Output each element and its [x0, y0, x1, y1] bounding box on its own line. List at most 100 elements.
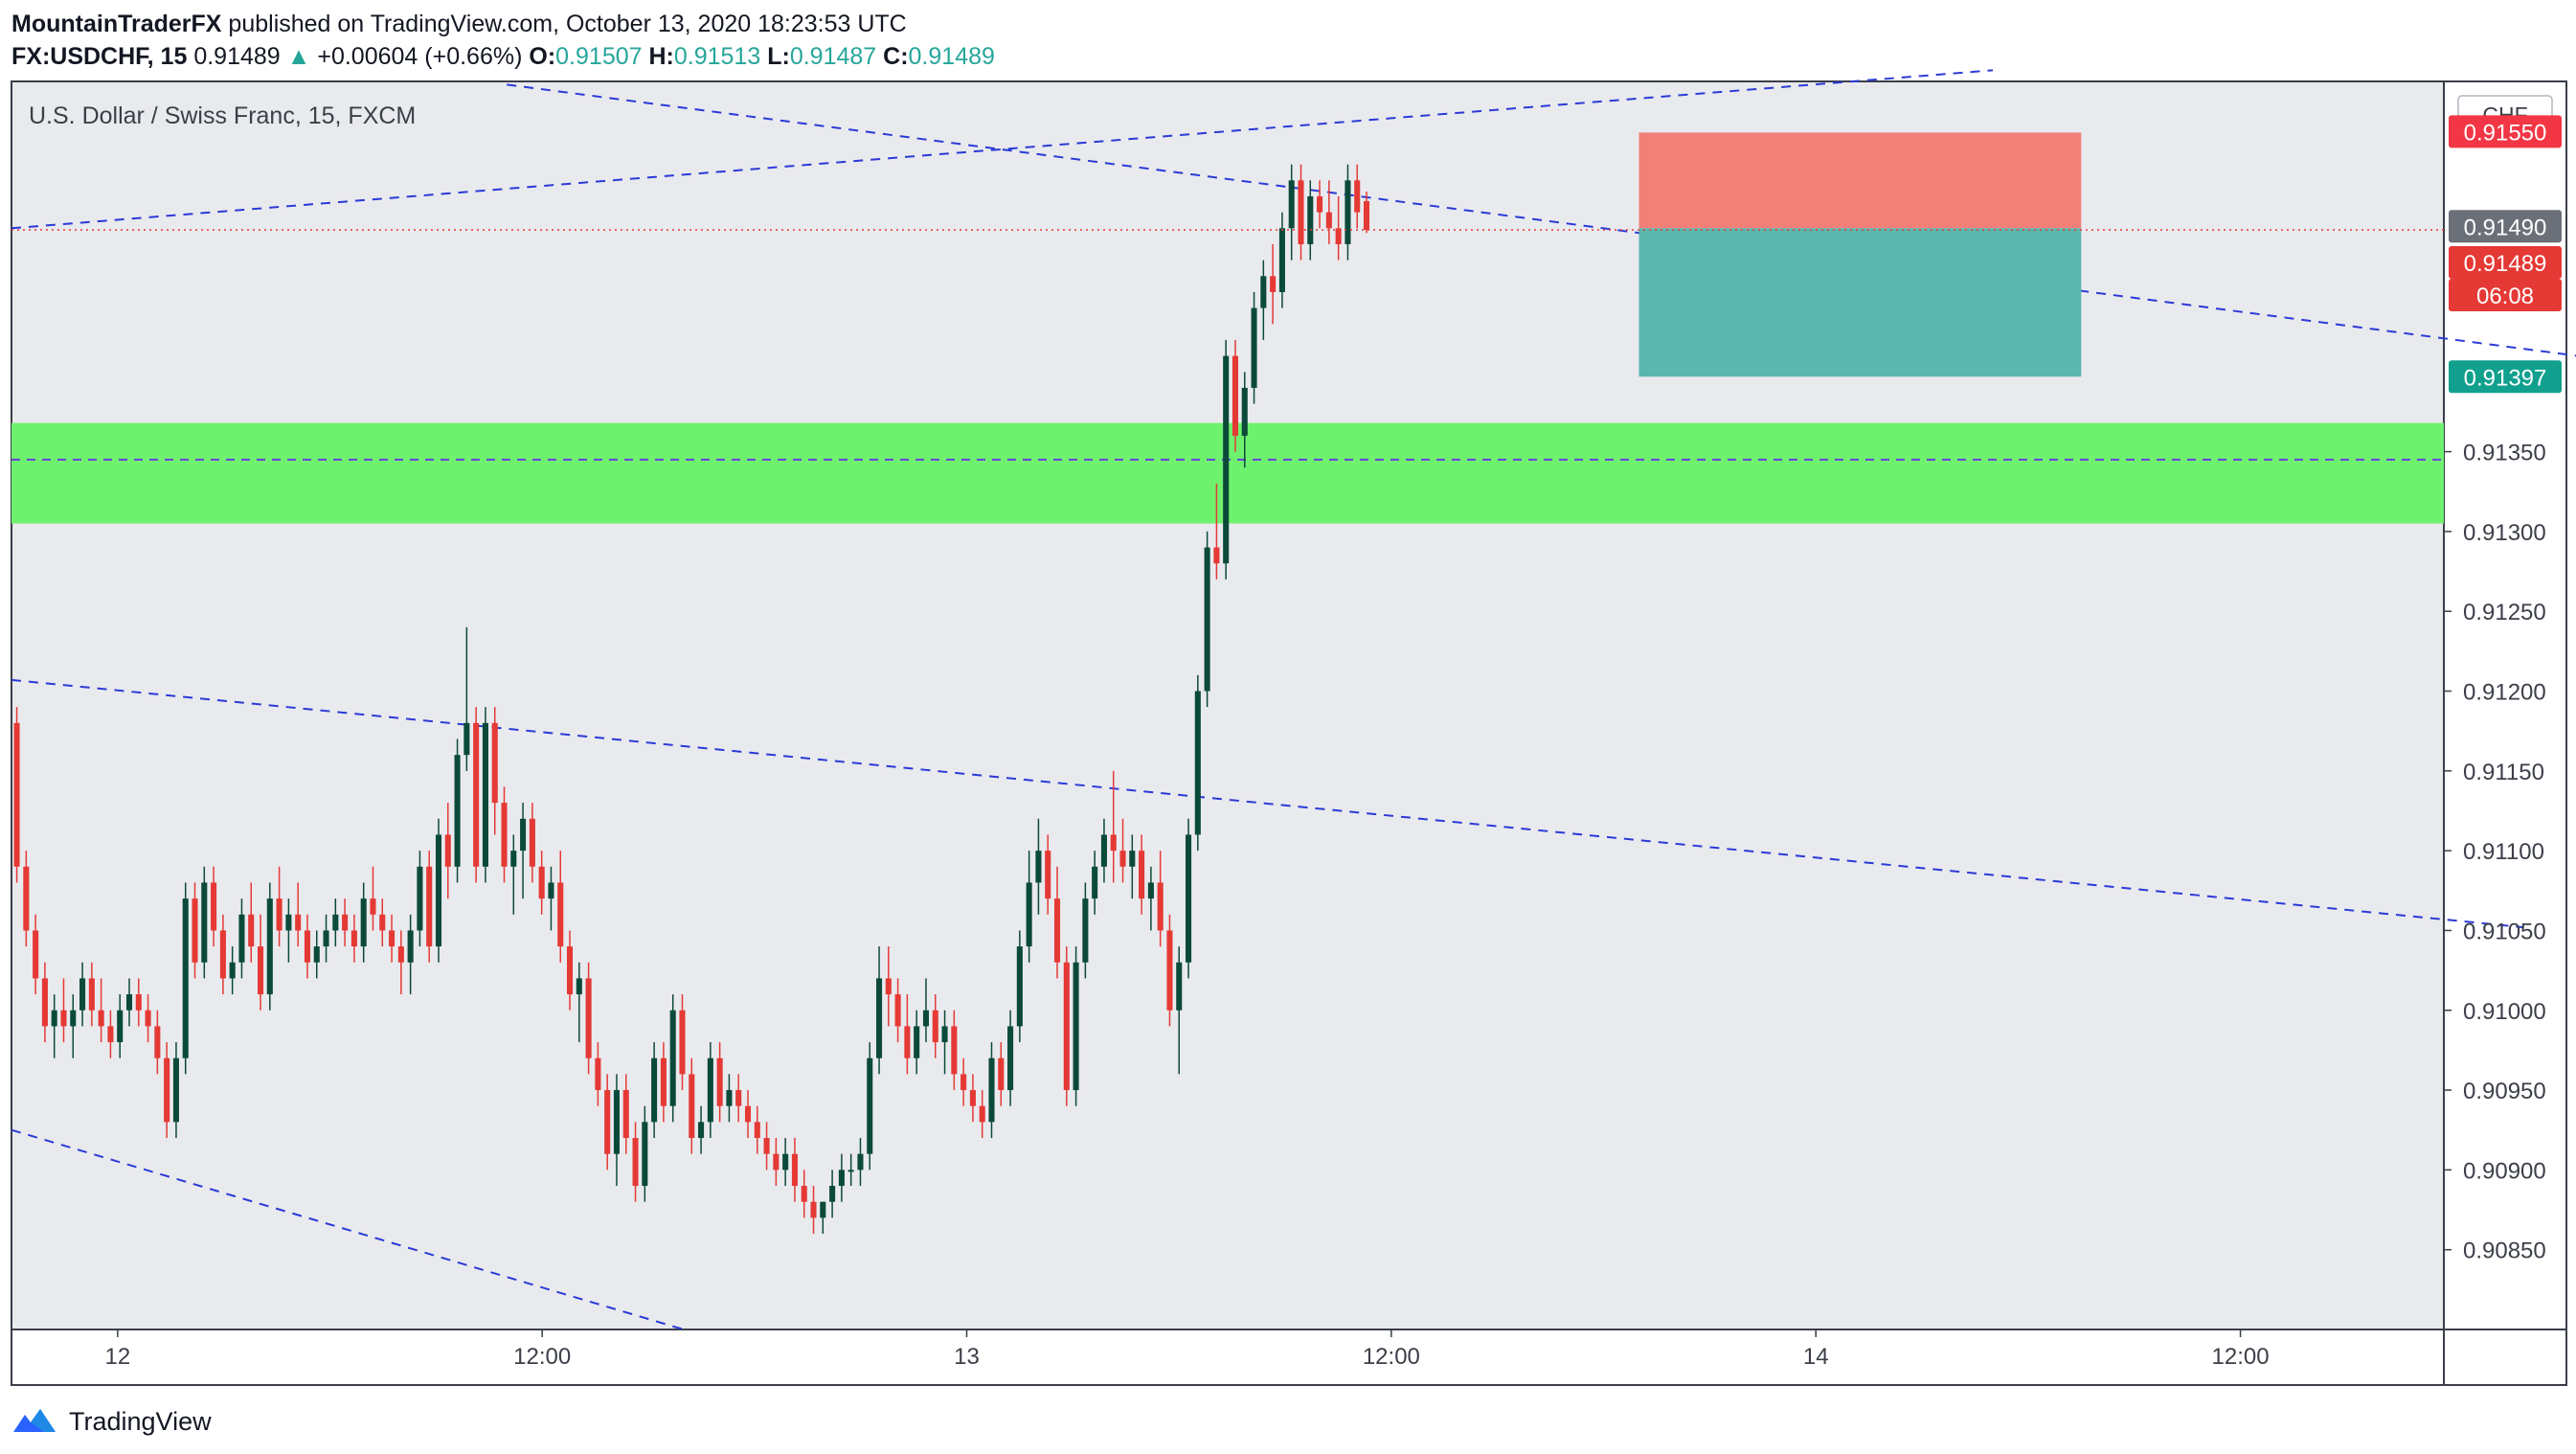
candle: [313, 930, 320, 979]
candle: [914, 1010, 920, 1075]
candle: [510, 834, 517, 915]
candle-body: [41, 978, 48, 1027]
candle-body: [979, 1105, 985, 1123]
candle-body: [576, 978, 582, 995]
chart-frame: [11, 80, 2567, 1386]
tradingview-logo-icon[interactable]: [11, 1405, 61, 1438]
tradingview-brand[interactable]: TradingView: [69, 1406, 212, 1436]
candle: [1100, 818, 1107, 883]
candle-body: [660, 1057, 667, 1106]
candle-body: [613, 1090, 621, 1154]
candle-body: [482, 722, 488, 867]
candle: [1204, 531, 1210, 708]
candle-body: [829, 1186, 836, 1202]
candle-body: [922, 1010, 930, 1027]
candle-body: [679, 1010, 686, 1075]
price-tick-label: 0.91000: [2463, 999, 2546, 1025]
candle: [1317, 180, 1323, 229]
candle-body: [295, 914, 302, 931]
price-tick-label: 0.90900: [2463, 1158, 2546, 1184]
candle: [1335, 195, 1342, 261]
candle-body: [379, 914, 386, 931]
last-price-label-bg: [2449, 245, 2562, 279]
candle-body: [426, 866, 433, 947]
up-arrow-icon: ▲: [286, 43, 311, 70]
candle: [1110, 770, 1117, 883]
candle: [867, 1042, 873, 1170]
candle: [13, 707, 20, 883]
candle: [660, 1042, 667, 1123]
candle: [979, 1090, 985, 1139]
candle-body: [135, 994, 142, 1011]
candle: [576, 962, 582, 1043]
candle-body: [285, 914, 292, 931]
price-tick-label: 0.91250: [2463, 600, 2546, 625]
last-price: 0.91489: [193, 43, 281, 70]
candle-body: [389, 930, 395, 947]
candle: [33, 914, 39, 995]
candle: [613, 1074, 621, 1187]
candle-body: [1288, 180, 1295, 229]
candle: [1092, 851, 1098, 915]
candle: [520, 803, 527, 899]
candle: [1194, 674, 1201, 852]
symbol-info: FX:USDCHF, 15 0.91489 ▲ +0.00604 (+0.66%…: [11, 40, 995, 73]
stop-price-label: 0.91550: [2464, 120, 2547, 146]
candle: [1241, 372, 1248, 468]
author-name[interactable]: MountainTraderFX: [11, 11, 222, 37]
candle: [857, 1138, 864, 1187]
candle-body: [1073, 962, 1079, 1091]
candle-body: [622, 1090, 629, 1139]
candle-body: [1176, 962, 1183, 1011]
candle: [1157, 851, 1164, 947]
time-tick-label: 12:00: [2212, 1344, 2270, 1370]
candle-body: [820, 1201, 826, 1218]
candle-body: [444, 834, 451, 867]
candle-body: [726, 1090, 733, 1106]
candle: [360, 882, 367, 963]
close-value: 0.91489: [908, 43, 995, 70]
candle-body: [238, 914, 245, 963]
candle-body: [192, 898, 198, 963]
candle: [791, 1138, 798, 1202]
candle: [285, 898, 292, 963]
candle: [988, 1042, 995, 1139]
candle-body: [1335, 228, 1342, 244]
entry-price-label-bg: [2449, 210, 2562, 243]
stop-price-label-bg: [2449, 115, 2562, 148]
change-value: +0.00604 (+0.66%): [317, 43, 523, 70]
candle-body: [885, 978, 892, 995]
candle: [135, 978, 142, 1027]
time-axis-background: [11, 1329, 2566, 1385]
candle-body: [669, 1010, 676, 1106]
candle: [389, 914, 395, 963]
candle-body: [707, 1057, 713, 1123]
candle: [172, 1042, 179, 1139]
candle-body: [838, 1170, 845, 1187]
candle: [211, 866, 217, 947]
high-label: H:: [648, 43, 674, 70]
candle-body: [79, 978, 86, 1011]
candle: [491, 707, 498, 835]
candle-body: [801, 1186, 807, 1202]
target-price-label-bg: [2449, 360, 2562, 394]
candle: [1278, 212, 1285, 308]
candle-body: [651, 1057, 658, 1123]
time-ticks: 12 12:00 13 12:00 14 12:00: [104, 1329, 2270, 1370]
candle: [379, 898, 386, 947]
candle-body: [1026, 882, 1032, 947]
candle: [1147, 866, 1154, 931]
candle-body: [941, 1026, 948, 1043]
candle: [304, 914, 311, 979]
candle-body: [538, 866, 545, 899]
candle: [1344, 164, 1351, 261]
price-tick-label: 0.91350: [2463, 441, 2546, 466]
candle-body: [847, 1170, 854, 1172]
candle-body: [1007, 1026, 1014, 1091]
candle: [98, 978, 104, 1043]
candle: [454, 738, 461, 883]
candle-body: [1194, 691, 1201, 835]
candle: [125, 978, 133, 1027]
candle: [117, 994, 124, 1058]
